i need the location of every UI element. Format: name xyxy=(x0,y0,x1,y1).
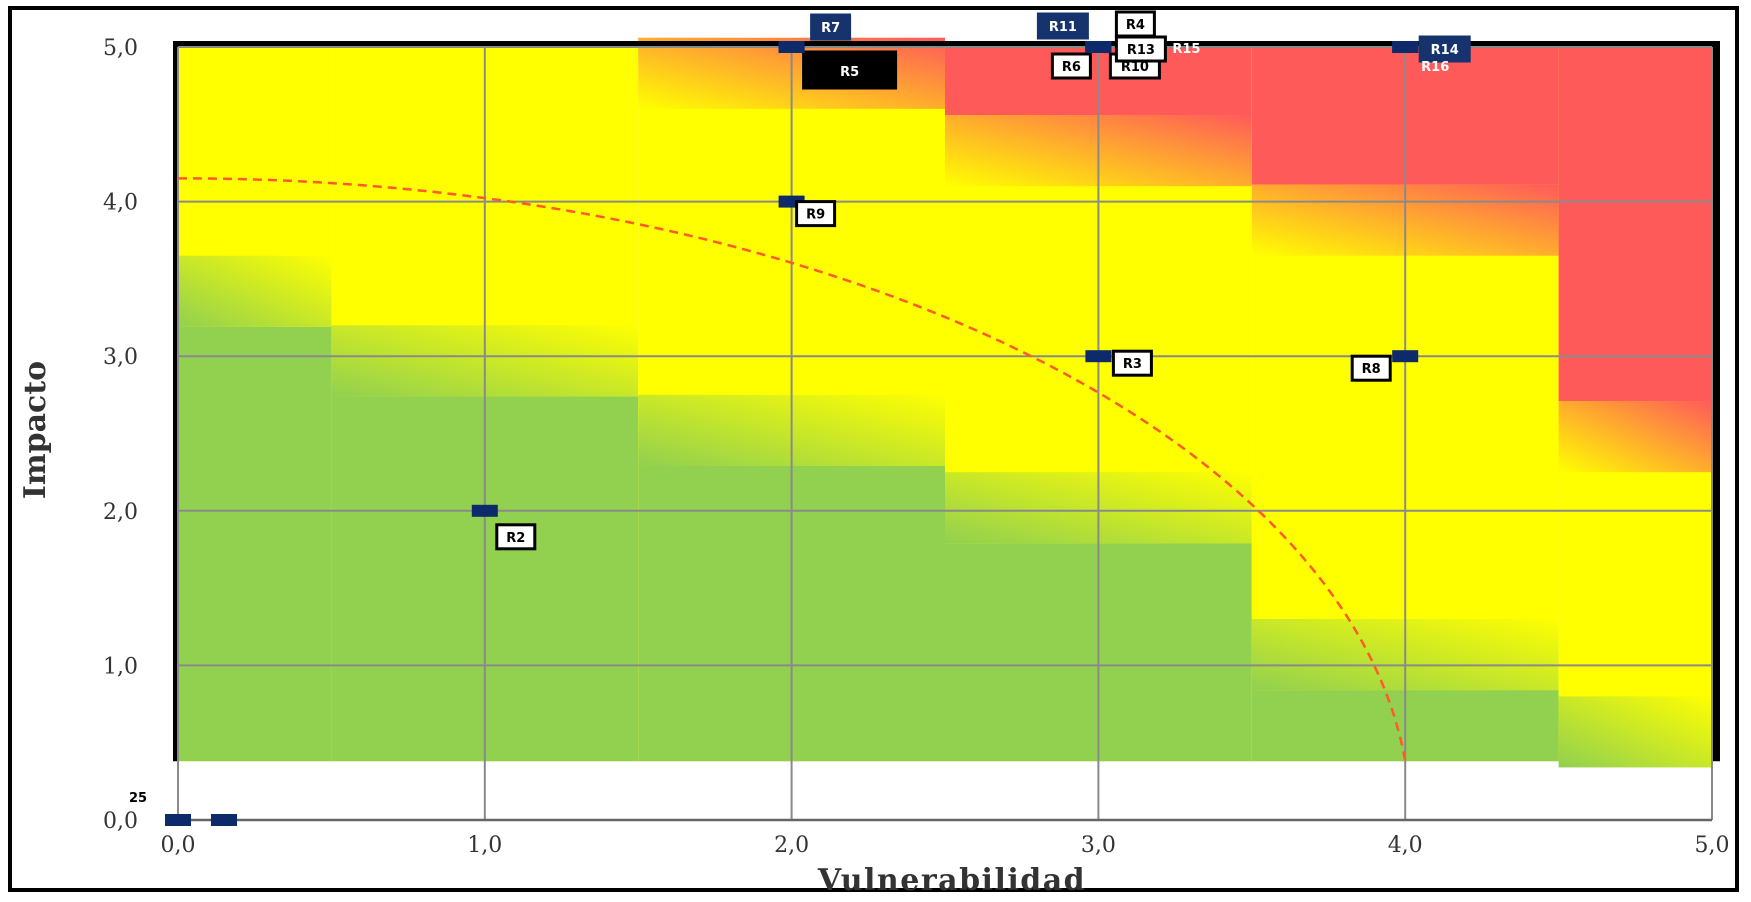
point-r2-label-box xyxy=(495,523,537,551)
point-r4-label: R4 xyxy=(1126,18,1145,33)
threshold-curve xyxy=(177,177,1407,762)
point-r13-label-box xyxy=(1114,35,1167,63)
point-r6-label-box xyxy=(1050,52,1092,80)
point-r3-label-box xyxy=(1111,349,1153,377)
point-r14-label-box xyxy=(1418,35,1471,63)
zone-col-6-transition-low xyxy=(1558,696,1712,768)
point-r7-label-box xyxy=(810,13,852,41)
point-r15-label: R15 xyxy=(1172,42,1200,57)
point-r9-label: R9 xyxy=(806,208,825,223)
x-tick-label: 5,0 xyxy=(1695,833,1730,858)
point-r10-label: R10 xyxy=(1121,60,1149,75)
x-tick-label: 4,0 xyxy=(1388,833,1423,858)
point-r16-label: R16 xyxy=(1421,60,1449,75)
y-tick-label: 2,0 xyxy=(103,500,138,525)
y-tick-label: 5,0 xyxy=(103,36,138,61)
point-r3-marker xyxy=(1085,350,1112,363)
y-tick-labels: 0,0 1,0 2,0 3,0 4,0 5,0 xyxy=(103,36,138,834)
grid-lines xyxy=(177,46,1713,822)
point-r5-label-box xyxy=(802,50,898,90)
point-25-label: 25 xyxy=(129,791,147,806)
zone-col-1-transition-low xyxy=(178,255,332,327)
zone-col-6-transition-high xyxy=(1558,401,1712,473)
point-r2-label: R2 xyxy=(506,531,525,546)
point-r14-label: R14 xyxy=(1431,43,1459,58)
point-r6-label: R6 xyxy=(1062,60,1081,75)
point-r16-marker xyxy=(1392,41,1419,53)
point-r2-marker xyxy=(471,504,498,517)
zone-col-6-high xyxy=(1558,47,1712,402)
point-r13-label: R13 xyxy=(1127,43,1155,58)
point-r11-label: R11 xyxy=(1049,20,1077,35)
y-tick-label: 0,0 xyxy=(103,809,138,834)
risk-zones xyxy=(173,37,1720,768)
y-tick-label: 1,0 xyxy=(103,654,138,679)
zone-border-right xyxy=(1712,44,1720,762)
y-axis-title: Impacto xyxy=(18,361,53,499)
x-tick-label: 0,0 xyxy=(161,833,196,858)
x-tick-label: 2,0 xyxy=(774,833,809,858)
zone-border-left xyxy=(173,44,178,762)
point-25-marker xyxy=(165,814,191,826)
y-tick-label: 3,0 xyxy=(103,345,138,370)
point-r7-marker xyxy=(778,41,805,53)
zone-border-top xyxy=(173,41,1720,46)
point-origin-marker xyxy=(211,814,238,826)
point-r11-label-box xyxy=(1036,12,1089,40)
point-r5-label: R5 xyxy=(840,65,859,80)
y-tick-label: 4,0 xyxy=(103,191,138,216)
x-tick-label: 1,0 xyxy=(467,833,502,858)
point-r8-label: R8 xyxy=(1362,362,1381,377)
point-r3-label: R3 xyxy=(1123,357,1142,372)
point-r9-label-box xyxy=(795,200,837,228)
zone-col-1-low xyxy=(178,326,332,762)
x-axis-title: Vulnerabilidad xyxy=(817,863,1086,898)
data-points: R2 R3 R4 R5 R6 R7 R8 R9 R10 R11 R13 R14 R15 R16 25 xyxy=(129,10,1471,826)
point-r8-label-box xyxy=(1350,354,1392,382)
x-tick-label: 3,0 xyxy=(1081,833,1116,858)
point-r15-marker xyxy=(1085,41,1112,53)
x-tick-labels: 0,0 1,0 2,0 3,0 4,0 5,0 xyxy=(161,833,1730,858)
point-r8-marker xyxy=(1392,350,1419,363)
point-r7-label: R7 xyxy=(821,21,840,36)
